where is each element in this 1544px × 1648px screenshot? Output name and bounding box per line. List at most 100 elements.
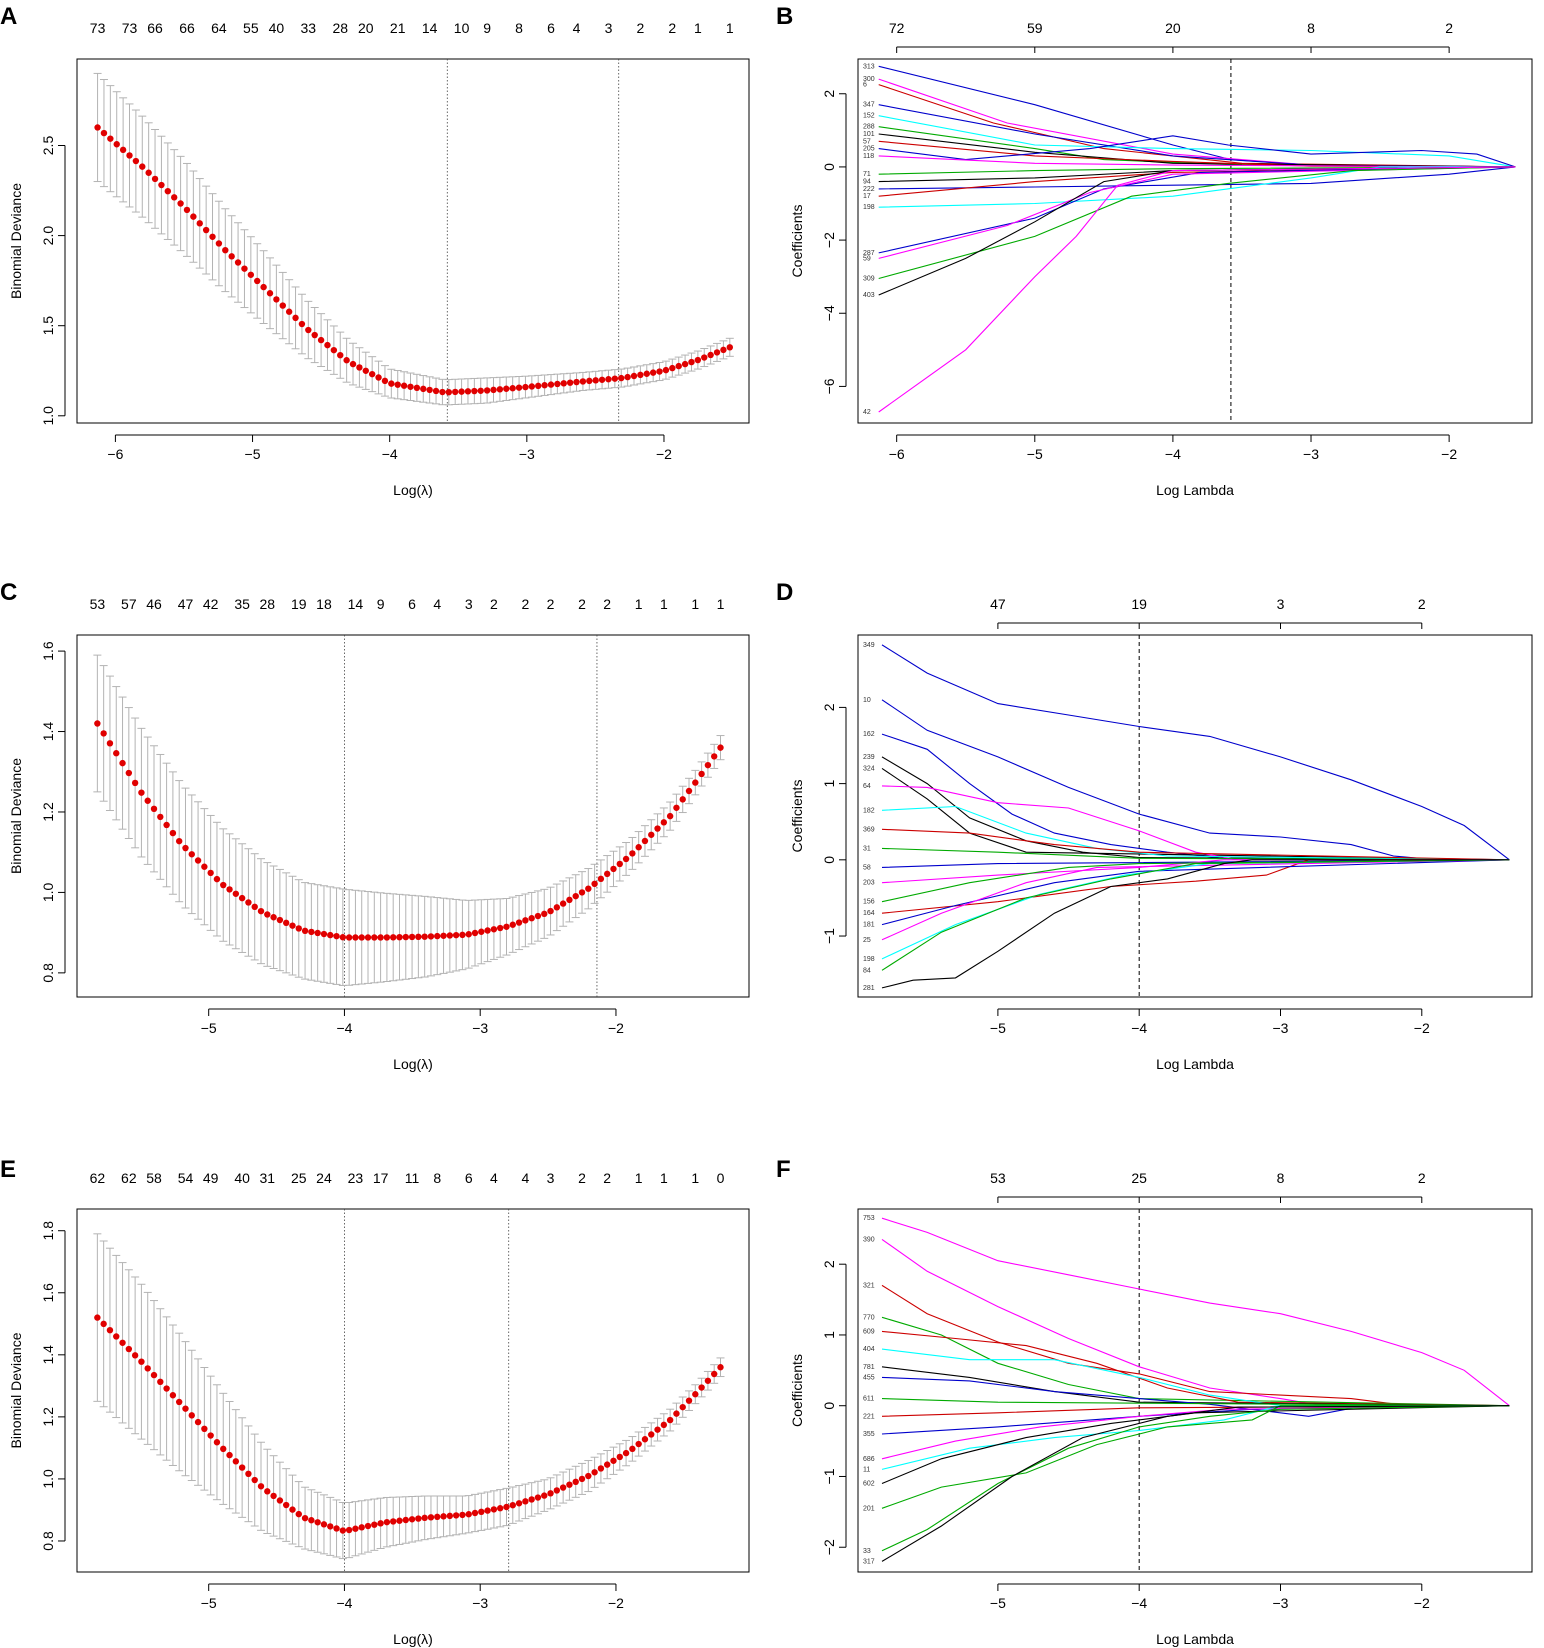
x-tick-label: −5: [201, 1020, 217, 1036]
top-axis-label: 42: [203, 596, 219, 612]
coefficient-path: [881, 859, 1510, 971]
x-tick-label: −2: [1414, 1020, 1430, 1036]
x-tick-label: −4: [382, 446, 398, 462]
y-tick-label: 2.0: [40, 226, 56, 246]
deviance-point: [333, 932, 340, 940]
coefficient-label: 317: [863, 1558, 875, 1565]
top-axis-label: 57: [121, 596, 137, 612]
deviance-point: [610, 865, 617, 873]
coefficient-label: 611: [863, 1396, 874, 1403]
coefficient-path: [881, 1284, 1510, 1407]
deviance-point: [673, 1410, 680, 1417]
deviance-point: [220, 1445, 227, 1453]
deviance-point: [649, 369, 657, 376]
deviance-point: [100, 730, 107, 737]
deviance-point: [226, 886, 233, 893]
plot-frame: [857, 634, 1533, 998]
deviance-point: [396, 1517, 403, 1524]
coefficient-label: 300: [863, 76, 875, 83]
deviance-point: [679, 1403, 686, 1411]
top-axis-label: 73: [90, 20, 106, 36]
coefficient-label: 369: [863, 826, 875, 833]
deviance-point: [578, 1475, 586, 1483]
deviance-point: [603, 870, 611, 878]
top-axis-label: 8: [1307, 20, 1315, 36]
deviance-point: [578, 889, 586, 896]
y-tick-label: 1.2: [40, 1407, 56, 1427]
deviance-point: [717, 1364, 724, 1371]
deviance-point: [215, 240, 223, 247]
deviance-point: [407, 383, 414, 390]
deviance-point: [171, 194, 178, 201]
deviance-point: [113, 1333, 120, 1340]
coefficient-label: 321: [863, 1282, 875, 1289]
deviance-point: [464, 388, 472, 395]
deviance-point: [635, 1440, 642, 1448]
coefficient-path: [881, 1217, 1510, 1407]
deviance-point: [496, 924, 504, 932]
deviance-point: [138, 789, 145, 796]
y-axis-title: Binomial Deviance: [8, 758, 24, 874]
coefficient-label: 182: [863, 807, 875, 814]
deviance-point: [421, 933, 428, 940]
deviance-point: [119, 759, 126, 767]
coefficient-label: 349: [863, 642, 875, 649]
coefficient-label: 203: [863, 880, 875, 887]
top-axis-label: 2: [603, 596, 611, 612]
deviance-point: [383, 934, 391, 941]
coefficient-path: [878, 166, 1516, 190]
deviance-point: [439, 388, 446, 396]
y-tick-label: 1.6: [40, 641, 56, 661]
deviance-point: [694, 356, 702, 364]
deviance-point: [522, 917, 529, 924]
top-axis-label: 64: [211, 20, 227, 36]
x-tick-label: −6: [889, 446, 905, 462]
deviance-point: [394, 381, 401, 388]
deviance-point: [139, 163, 146, 170]
deviance-point: [630, 372, 638, 380]
deviance-point: [591, 880, 598, 888]
deviance-point: [381, 377, 389, 385]
x-tick-label: −4: [1131, 1020, 1147, 1036]
y-axis-title: Coefficients: [789, 780, 805, 853]
chart-panel-c: −5 −4 −3 −2 0.8 1.0 1.2 1.4 1.6 Log(λ) Binomial De…: [8, 596, 750, 1072]
x-tick-label: −3: [1303, 446, 1319, 462]
deviance-point: [421, 1514, 428, 1522]
top-axis-label: 14: [422, 20, 438, 36]
deviance-point: [260, 283, 267, 291]
coefficient-label: 355: [863, 1431, 875, 1438]
deviance-point: [177, 200, 184, 207]
coefficient-path: [881, 1316, 1510, 1407]
deviance-point: [333, 1525, 340, 1532]
deviance-point: [579, 378, 587, 385]
deviance-point: [465, 931, 472, 938]
deviance-point: [622, 1449, 630, 1457]
plot-frame: [76, 58, 750, 424]
deviance-point: [201, 1425, 208, 1433]
deviance-point: [276, 1497, 284, 1504]
deviance-point: [566, 1481, 573, 1488]
x-tick-label: −5: [1027, 446, 1043, 462]
top-axis-label: 6: [547, 20, 555, 36]
top-axis-label: 66: [147, 20, 163, 36]
deviance-point: [164, 187, 172, 195]
coefficient-label: 781: [863, 1364, 875, 1371]
x-tick-label: −5: [990, 1595, 1006, 1611]
deviance-point: [368, 370, 376, 378]
deviance-point: [371, 934, 378, 941]
deviance-point: [273, 296, 280, 303]
deviance-point: [343, 357, 350, 364]
top-axis-label: 18: [316, 596, 332, 612]
top-axis-label: 33: [301, 20, 317, 36]
coefficient-label: 221: [863, 1413, 875, 1420]
deviance-point: [629, 850, 636, 857]
deviance-point: [554, 380, 561, 388]
top-axis-label: 8: [1277, 1170, 1285, 1186]
deviance-point: [377, 1520, 384, 1527]
coefficient-path: [878, 166, 1516, 413]
top-axis-label: 35: [234, 596, 250, 612]
y-tick-label: −2: [821, 1539, 837, 1555]
deviance-point: [452, 1512, 460, 1519]
deviance-point: [257, 907, 265, 915]
deviance-point: [241, 265, 248, 272]
